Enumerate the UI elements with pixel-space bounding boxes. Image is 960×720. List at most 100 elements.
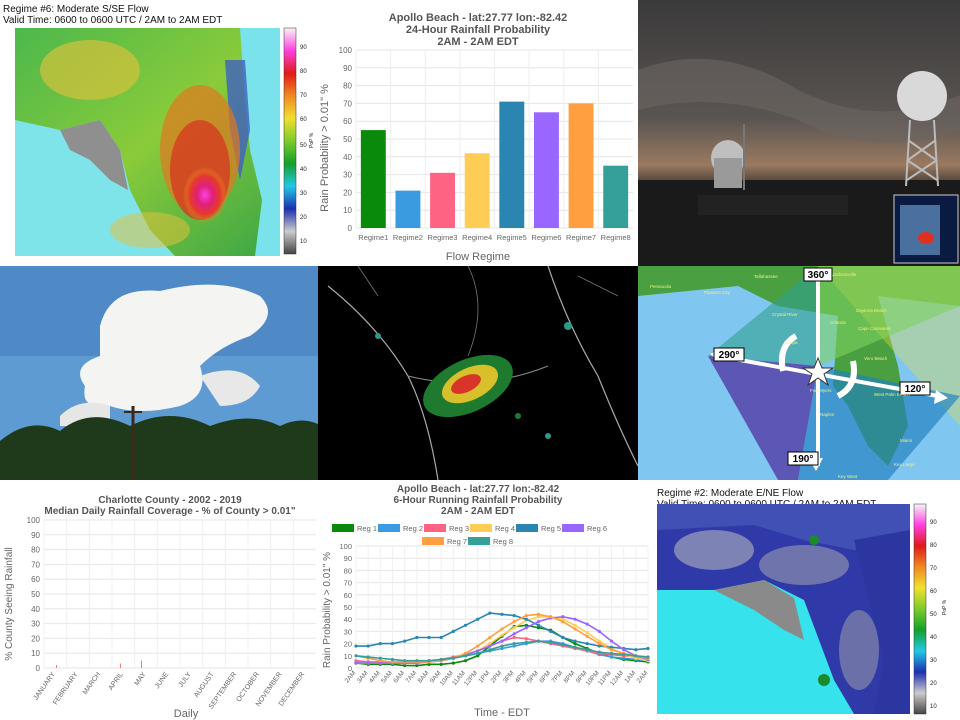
storm-radar-photo xyxy=(638,0,960,266)
y-tick-label: 40 xyxy=(344,615,352,624)
colorbar-tick: 50 xyxy=(300,143,307,149)
legend-swatch xyxy=(332,524,354,532)
colorbar-tick: 40 xyxy=(930,635,937,641)
data-point xyxy=(597,639,601,643)
x-tick-label: APRIL xyxy=(108,671,125,692)
data-point xyxy=(573,639,577,643)
regime2-pop-map: 90 80 70 60 50 40 30 20 10 PoP % xyxy=(657,503,948,715)
city-label: Daytona Beach xyxy=(856,308,887,313)
chart-subtitle-time: 2AM - 2AM EDT xyxy=(437,36,519,48)
data-point xyxy=(390,660,395,664)
x-tick-label: Regime2 xyxy=(393,233,423,242)
data-point xyxy=(597,642,601,646)
data-point xyxy=(536,639,541,643)
colorbar-tick: 50 xyxy=(930,612,937,618)
y-axis-label: % County Seeing Rainfall xyxy=(4,547,15,660)
data-point xyxy=(634,654,638,658)
data-point xyxy=(536,626,541,630)
x-tick-label: AUGUST xyxy=(193,671,216,700)
data-point xyxy=(597,629,601,633)
y-tick-label: 70 xyxy=(343,99,352,108)
x-tick-label: JUNE xyxy=(154,671,170,690)
x-tick-label: 2AM xyxy=(636,670,650,685)
colorbar-tick: 60 xyxy=(300,117,307,123)
data-point xyxy=(634,656,638,660)
bar xyxy=(533,112,559,228)
colorbar-tick: 30 xyxy=(300,191,307,197)
city-label: Pensacola xyxy=(650,284,672,289)
x-tick-label: 8PM xyxy=(563,670,577,685)
data-point xyxy=(476,651,480,655)
data-point xyxy=(500,633,504,637)
city-label: Jacksonville xyxy=(832,272,857,277)
city-labels: Pensacola Panama City Tallahassee Jackso… xyxy=(650,272,915,479)
daily-bar xyxy=(119,663,121,668)
data-point xyxy=(585,631,589,635)
y-tick-label: 50 xyxy=(344,603,352,612)
y-tick-label: 60 xyxy=(31,575,40,584)
x-tick-label: Regime1 xyxy=(358,233,388,242)
data-point xyxy=(463,623,468,627)
legend-label: Reg 3 xyxy=(449,524,469,533)
data-point xyxy=(524,640,528,644)
y-tick-label: 70 xyxy=(344,579,352,588)
x-tick-label: 8AM xyxy=(417,670,431,685)
x-tick-label: 4AM xyxy=(368,670,382,685)
x-tick-label: Regime3 xyxy=(428,233,458,242)
city-label: Cape Canaveral xyxy=(858,326,891,331)
x-tick-label: JANUARY xyxy=(33,671,58,702)
legend-swatch xyxy=(468,537,490,545)
data-point xyxy=(488,648,492,652)
city-label: Vero Beach xyxy=(864,356,888,361)
data-point xyxy=(585,648,589,652)
data-point xyxy=(427,662,431,666)
daily-bar xyxy=(141,660,142,668)
data-point xyxy=(439,662,443,666)
y-tick-label: 70 xyxy=(31,560,40,569)
data-point xyxy=(390,657,395,662)
bar xyxy=(568,103,594,228)
county-coverage-panel: Charlotte County - 2002 - 2019 Median Da… xyxy=(0,480,318,720)
city-label: Panama City xyxy=(704,290,731,295)
legend-label: Reg 5 xyxy=(541,524,561,533)
bar xyxy=(360,130,386,228)
flow-regime-compass-map: 360° 290° 120° 190° Pensacola Panama Cit… xyxy=(638,266,960,480)
bar xyxy=(499,101,525,228)
data-point xyxy=(476,649,480,653)
x-axis-label: Daily xyxy=(174,708,199,720)
x-axis-label: Flow Regime xyxy=(446,251,510,263)
chart-title: Apollo Beach - lat:27.77 lon:-82.42 xyxy=(389,12,568,24)
x-tick-label: 6PM xyxy=(538,670,552,685)
legend-label: Reg 4 xyxy=(495,524,515,533)
x-tick-label: 5PM xyxy=(526,670,540,685)
y-tick-label: 90 xyxy=(343,64,352,73)
running-rainfall-line-chart: Apollo Beach - lat:27.77 lon:-82.42 6-Ho… xyxy=(322,484,650,719)
data-point xyxy=(427,659,431,663)
y-tick-label: 30 xyxy=(343,171,352,180)
x-axis-label: Time - EDT xyxy=(474,707,530,719)
data-point xyxy=(549,615,553,619)
data-point xyxy=(463,654,468,658)
direction-label: 290° xyxy=(719,350,740,361)
y-tick-label: 20 xyxy=(343,188,352,197)
data-point xyxy=(427,635,431,640)
x-tick-label: 4PM xyxy=(514,670,528,685)
data-point xyxy=(415,659,419,663)
x-tick-label: 12AM xyxy=(609,670,625,688)
data-point xyxy=(549,640,553,644)
city-label: Fort Myers xyxy=(810,388,832,393)
data-point xyxy=(622,648,626,652)
legend-swatch xyxy=(562,524,584,532)
data-point xyxy=(622,656,626,660)
direction-label: 360° xyxy=(808,270,829,281)
y-tick-label: 80 xyxy=(343,82,352,91)
data-point xyxy=(536,623,541,627)
city-label: Key West xyxy=(838,474,858,479)
y-tick-label: 10 xyxy=(31,649,40,658)
y-tick-label: 10 xyxy=(343,206,352,215)
data-point xyxy=(451,661,455,665)
line-chart-panel: Apollo Beach - lat:27.77 lon:-82.42 6-Ho… xyxy=(318,480,654,720)
y-tick-label: 20 xyxy=(31,634,40,643)
data-point xyxy=(609,639,614,643)
data-point xyxy=(403,659,407,663)
